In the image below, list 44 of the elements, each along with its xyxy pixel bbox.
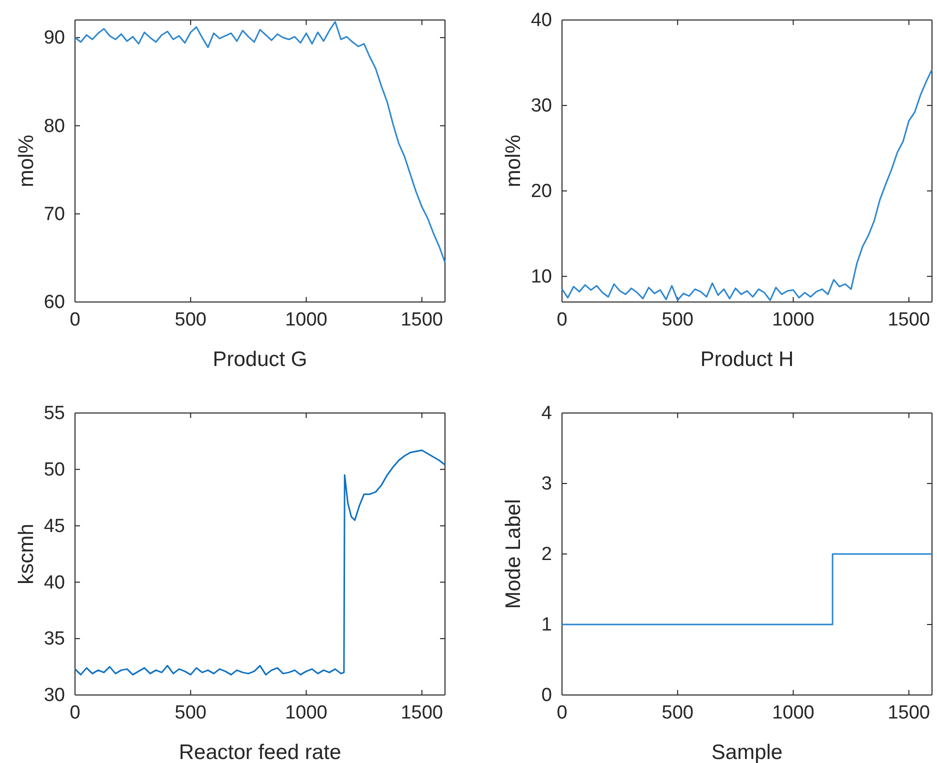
y-axis-title: Mode Label <box>502 499 525 609</box>
x-axis-title: Product H <box>700 348 794 371</box>
y-tick-label: 30 <box>530 96 552 117</box>
y-tick-label: 40 <box>530 10 552 32</box>
x-tick-label: 1000 <box>285 309 328 330</box>
y-axis-title: mol% <box>502 134 525 188</box>
x-tick-label: 1500 <box>888 702 930 724</box>
x-tick-label: 1500 <box>888 309 930 330</box>
y-axis-title: kscmh <box>15 524 38 584</box>
x-tick-label: 0 <box>70 702 80 724</box>
y-tick-label: 10 <box>530 266 552 288</box>
y-tick-label: 55 <box>44 403 65 424</box>
y-tick-label: 30 <box>44 685 65 706</box>
y-tick-label: 70 <box>44 204 65 225</box>
x-tick-label: 1000 <box>285 702 328 724</box>
x-tick-label: 0 <box>556 309 568 330</box>
x-tick-label: 1000 <box>772 702 814 724</box>
y-tick-label: 60 <box>44 292 65 314</box>
y-tick-label: 35 <box>44 628 65 650</box>
x-tick-label: 500 <box>174 309 206 330</box>
x-axis-title: Sample <box>711 741 783 763</box>
y-axis-title: mol% <box>15 134 38 188</box>
x-axis-title: Reactor feed rate <box>178 741 342 763</box>
x-tick-label: 500 <box>174 702 206 724</box>
y-tick-label: 2 <box>541 544 552 566</box>
y-tick-label: 4 <box>541 403 552 424</box>
x-tick-label: 500 <box>662 309 694 330</box>
x-tick-label: 500 <box>662 702 694 724</box>
x-tick-label: 1500 <box>400 309 444 330</box>
y-tick-label: 80 <box>44 116 65 137</box>
y-tick-label: 20 <box>530 180 552 202</box>
x-axis-title: Product G <box>212 348 308 371</box>
y-tick-label: 1 <box>541 614 552 636</box>
x-tick-label: 0 <box>556 702 568 724</box>
y-tick-label: 90 <box>44 28 65 49</box>
y-tick-label: 45 <box>44 516 65 537</box>
y-tick-label: 50 <box>44 459 65 480</box>
line-series <box>74 449 446 676</box>
y-tick-label: 0 <box>541 685 552 706</box>
y-tick-label: 40 <box>44 572 65 594</box>
x-tick-label: 1000 <box>772 309 814 330</box>
y-tick-label: 3 <box>541 474 552 495</box>
x-tick-label: 0 <box>70 309 80 330</box>
x-tick-label: 1500 <box>400 702 444 724</box>
